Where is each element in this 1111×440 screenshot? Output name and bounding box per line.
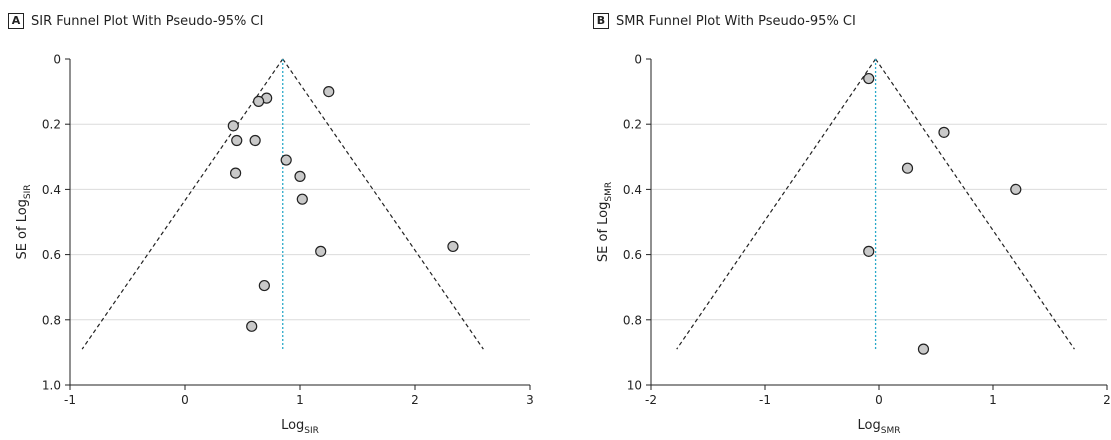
x-axis-title-main: Log	[858, 418, 881, 433]
y-axis-title-sub: SMR	[604, 182, 614, 202]
x-tick-label: -1	[759, 393, 771, 407]
x-tick-label: -1	[64, 393, 76, 407]
panel-b: B SMR Funnel Plot With Pseudo-95% CI 0 0.…	[555, 0, 1111, 440]
x-tick-label: 0	[181, 393, 189, 407]
y-tick-label: 10	[627, 379, 642, 393]
funnel-left-line	[676, 58, 877, 350]
data-point	[294, 170, 306, 182]
y-axis-title-sub: SIR	[23, 184, 33, 199]
x-tick-label: 2	[1103, 393, 1111, 407]
data-point	[227, 120, 239, 132]
panel-b-title: SMR Funnel Plot With Pseudo-95% CI	[616, 13, 856, 29]
x-axis-title-sub: SIR	[304, 426, 319, 436]
data-point	[230, 167, 242, 179]
panel-b-letter: B	[593, 13, 609, 29]
panel-b-header: B SMR Funnel Plot With Pseudo-95% CI	[593, 11, 856, 31]
funnel-right-line	[282, 58, 484, 350]
y-tick-label: 0.6	[42, 248, 61, 262]
panel-a-letter: A	[8, 13, 24, 29]
y-tick-label: 0.8	[623, 313, 642, 327]
panel-a: A SIR Funnel Plot With Pseudo-95% CI 0 0.…	[0, 0, 555, 440]
y-tick-label: 0.6	[623, 248, 642, 262]
y-tick-label: 0.4	[623, 183, 642, 197]
x-axis-title-main: Log	[281, 418, 304, 433]
x-axis-title-sub: SMR	[881, 426, 901, 436]
data-point	[249, 134, 261, 147]
data-point	[280, 154, 292, 166]
data-point	[253, 95, 265, 107]
x-tick-label: 0	[875, 393, 883, 407]
funnel-left-line	[81, 58, 284, 350]
x-tick-label: -2	[645, 393, 657, 407]
y-tick-label: 0.2	[42, 118, 61, 132]
data-point	[296, 193, 308, 205]
y-tick-label: 0.2	[623, 118, 642, 132]
x-axis-title: LogSMR	[858, 418, 901, 436]
y-tick-label: 0	[634, 53, 642, 67]
y-axis-title: SE of LogSMR	[596, 182, 614, 262]
data-point	[917, 343, 930, 355]
y-axis-title-main: SE of Log	[596, 202, 611, 262]
x-tick-label: 1	[989, 393, 997, 407]
panel-a-header: A SIR Funnel Plot With Pseudo-95% CI	[8, 11, 263, 31]
data-point	[258, 279, 270, 292]
panel-a-title: SIR Funnel Plot With Pseudo-95% CI	[31, 13, 264, 29]
y-axis-title-main: SE of Log	[15, 199, 30, 259]
funnel-right-line	[875, 58, 1075, 350]
y-tick-label: 1.0	[42, 379, 61, 393]
x-tick-label: 2	[411, 393, 419, 407]
data-point	[323, 85, 335, 98]
x-tick-label: 1	[296, 393, 304, 407]
data-point	[315, 245, 327, 257]
data-point	[901, 162, 914, 174]
data-point	[246, 320, 258, 332]
y-tick-label: 0.4	[42, 183, 61, 197]
y-tick-label: 0	[53, 53, 61, 67]
x-tick-label: 3	[526, 393, 534, 407]
y-axis-title: SE of LogSIR	[15, 184, 33, 259]
data-point	[863, 72, 875, 85]
x-axis-title: LogSIR	[281, 418, 319, 436]
data-point	[231, 134, 243, 147]
data-point	[938, 126, 950, 138]
data-point	[1010, 183, 1022, 195]
data-point	[447, 240, 459, 253]
data-point	[863, 245, 875, 257]
y-tick-label: 0.8	[42, 313, 61, 327]
